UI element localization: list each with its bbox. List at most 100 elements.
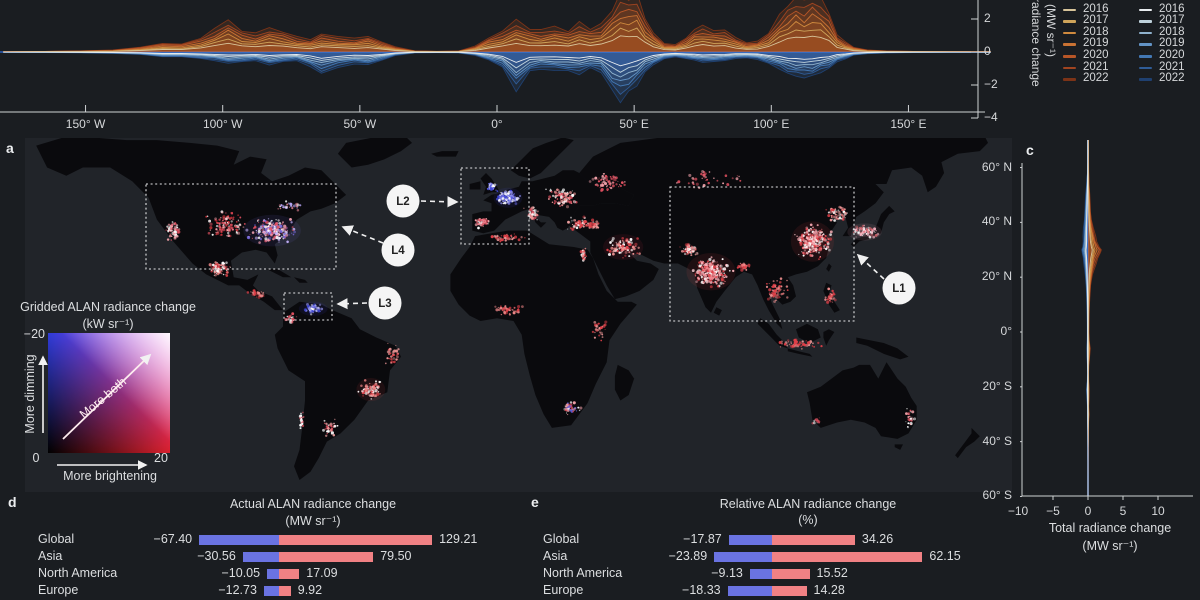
light-dot [778, 280, 782, 284]
light-dot [587, 224, 590, 228]
light-dot [168, 226, 171, 228]
light-dot [288, 315, 291, 318]
light-dot [334, 418, 336, 421]
light-dot [227, 228, 229, 230]
light-dot [702, 174, 704, 177]
light-dot [769, 294, 771, 296]
x-tick-label: 150° W [65, 117, 106, 131]
light-dot [735, 177, 739, 181]
light-dot [807, 234, 811, 238]
negative-bar [199, 535, 279, 545]
light-dot [710, 263, 712, 266]
light-dot [513, 193, 515, 195]
light-dot [485, 219, 489, 223]
light-dot [739, 179, 742, 182]
light-dot [272, 237, 275, 239]
light-dot [837, 215, 839, 217]
light-dot [330, 427, 334, 430]
light-dot [626, 249, 630, 252]
light-dot [813, 345, 816, 348]
light-dot [594, 224, 597, 226]
lat-tick-label: 40° S [982, 433, 1012, 448]
light-dot [712, 273, 715, 276]
light-dot [690, 246, 694, 250]
light-dot [855, 225, 859, 229]
light-dot [562, 198, 564, 200]
light-dot [171, 221, 174, 223]
brightening-line-2018 [3, 19, 991, 53]
light-dot [318, 309, 320, 311]
legend-row-2017: 2017 2017 [1063, 14, 1198, 27]
radiance-axis-unit: (MW sr⁻¹) [1044, 4, 1058, 57]
callout-circle-L4 [381, 233, 415, 267]
light-dot [280, 224, 282, 227]
light-dot [281, 222, 284, 225]
light-dot [786, 279, 788, 282]
light-dot [221, 270, 224, 272]
light-dot [824, 296, 827, 299]
light-dot [508, 190, 511, 193]
light-dot [271, 235, 273, 237]
light-dot [225, 269, 227, 271]
light-dot [506, 197, 509, 200]
light-dot [812, 230, 816, 234]
light-dot [827, 287, 831, 291]
light-dot [232, 216, 235, 219]
light-dot [222, 215, 226, 219]
light-dot [275, 235, 277, 237]
light-dot [582, 215, 586, 219]
light-dot [610, 177, 613, 180]
light-dot [174, 229, 176, 231]
light-dot [561, 188, 566, 192]
panel-label-d: d [8, 494, 17, 510]
light-dot [860, 231, 862, 234]
light-dot [826, 242, 830, 246]
light-dot [574, 223, 578, 227]
light-dot [575, 200, 578, 204]
bars-e-title: Relative ALAN radiance change [719, 497, 897, 511]
light-dot [868, 234, 871, 237]
light-dot [536, 210, 539, 213]
light-dot [809, 248, 811, 251]
light-dot [268, 232, 271, 235]
light-dot [807, 247, 809, 249]
light-dot [499, 195, 502, 198]
brightening-year-label: 2015 [1083, 0, 1109, 3]
positive-value-label: 17.09 [306, 566, 338, 580]
light-dot [579, 223, 583, 228]
light-dot [837, 209, 840, 212]
light-dot [833, 215, 836, 219]
positive-value-label: 15.52 [816, 566, 848, 580]
light-dot [331, 430, 333, 432]
light-dot [551, 201, 554, 204]
light-dot [565, 403, 569, 407]
light-dot [813, 240, 815, 242]
light-dot [177, 230, 181, 234]
light-dot [599, 329, 601, 331]
light-dot [599, 178, 603, 182]
light-dot [619, 241, 622, 244]
light-dot [397, 348, 400, 351]
legend-row-2020: 2020 2020 [1063, 49, 1198, 62]
light-dot [716, 179, 719, 182]
dimming-area-2022 [3, 52, 991, 103]
light-dot [396, 355, 399, 359]
brightening-swatch-2020 [1063, 55, 1076, 58]
light-dot [292, 233, 295, 236]
light-dot [701, 272, 704, 275]
light-dot [858, 229, 861, 231]
light-dot [371, 388, 374, 391]
light-dot [802, 254, 805, 257]
light-dot [610, 246, 614, 250]
light-dot [327, 429, 330, 433]
light-dot [528, 218, 530, 220]
light-dot [503, 201, 507, 205]
brightening-year-label: 2017 [1083, 14, 1109, 27]
brightening-swatch-2022 [1063, 78, 1076, 81]
light-dot [806, 231, 808, 233]
light-dot [221, 273, 223, 275]
callout-circle-L2 [386, 184, 420, 218]
light-dot [370, 390, 372, 392]
light-dot [698, 261, 701, 264]
light-dot [510, 236, 513, 238]
